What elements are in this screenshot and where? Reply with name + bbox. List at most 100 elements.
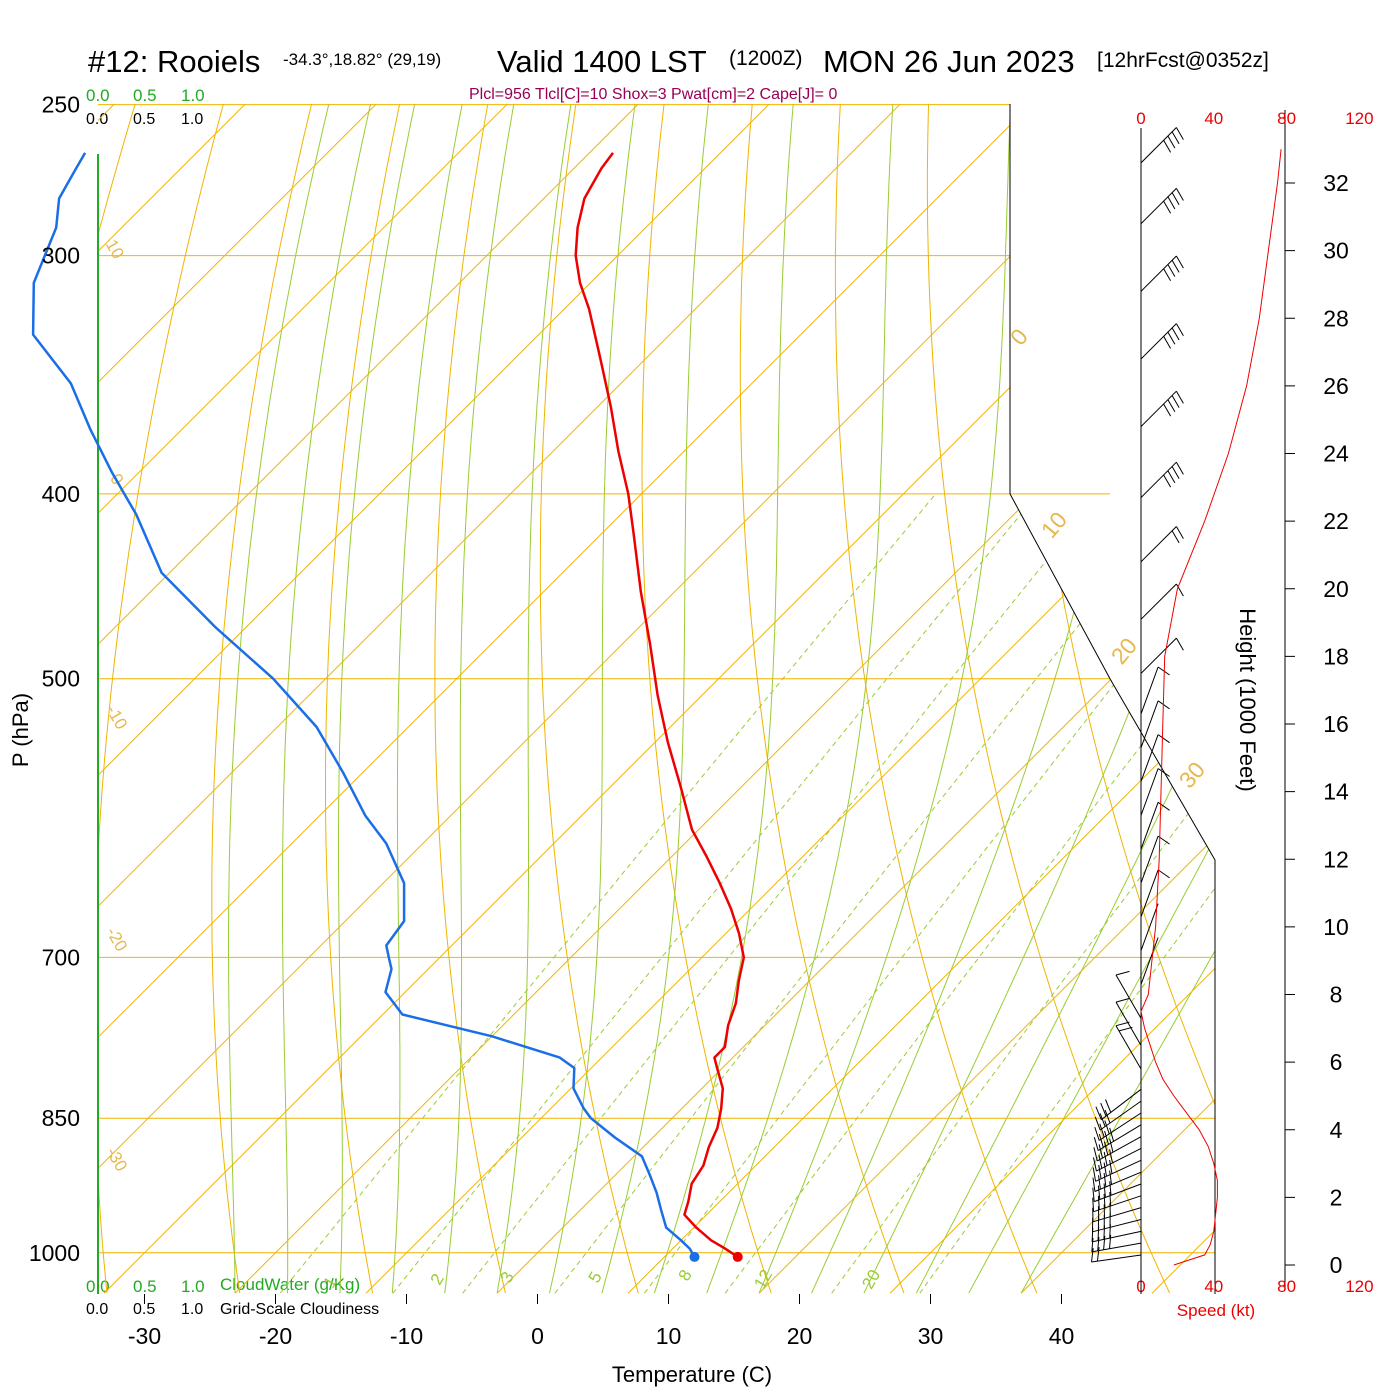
moist-adiabat — [496, 104, 577, 1294]
height-tick-label: 30 — [1323, 238, 1349, 264]
isotherm — [1151, 104, 1215, 1294]
wind-barb — [1140, 526, 1184, 563]
moist-adiabat — [338, 104, 423, 1294]
moist-adiabat — [281, 104, 379, 1294]
wind-barb — [1093, 1136, 1142, 1162]
moist-adiabat — [653, 104, 797, 1294]
speed-tick-label-bottom: 40 — [1204, 1277, 1223, 1296]
isotherm — [365, 104, 1215, 1294]
temperature-tick-label: 10 — [656, 1323, 682, 1349]
dewpoint-trace — [31, 152, 696, 1258]
mixing-ratio-line — [279, 493, 936, 1294]
top-cloud-scale: 0.0 0.5 1.0 0.0 0.5 1.0 — [86, 86, 205, 128]
barb-feather — [1103, 1151, 1108, 1166]
temperature-trace — [574, 152, 746, 1258]
isotherm — [98, 104, 672, 1294]
wind-barb — [1140, 666, 1170, 715]
x-axis-title: Temperature (C) — [612, 1362, 772, 1387]
dry-adiabat — [434, 104, 506, 1294]
barb-staff — [1140, 583, 1177, 620]
wind-barb — [1140, 323, 1184, 360]
barb-feather — [1098, 1144, 1103, 1159]
speed-profile-line — [1140, 149, 1282, 1266]
speed-tick-label-bottom: 80 — [1277, 1277, 1296, 1296]
height-tick-label: 4 — [1330, 1117, 1343, 1143]
barb-feather — [1171, 466, 1180, 479]
barb-feather — [1175, 255, 1184, 269]
moist-adiabat — [228, 104, 338, 1294]
barb-feather — [1115, 997, 1130, 1003]
barb-staff — [1095, 1159, 1142, 1182]
wind-barb — [1140, 461, 1184, 498]
speed-axis-title: Speed (kt) — [1177, 1301, 1255, 1320]
isotherm-label: 20 — [1106, 633, 1142, 669]
barb-feather — [1097, 1195, 1100, 1210]
barb-staff — [1140, 734, 1159, 782]
height-tick-label: 18 — [1323, 643, 1349, 669]
barb-feather — [1109, 1234, 1112, 1249]
barb-feather — [1109, 1191, 1112, 1207]
dry-adiabat — [641, 104, 772, 1294]
barb-feather — [1104, 1120, 1110, 1134]
mixing-ratio-label: 5 — [585, 1268, 606, 1286]
bottom-cloudiness-tick: 0.0 — [86, 1301, 108, 1318]
mixing-ratio-line — [831, 493, 1215, 1294]
barb-staff — [1115, 974, 1142, 1019]
top-water-tick: 1.0 — [181, 86, 205, 105]
barb-feather — [1105, 1099, 1112, 1113]
barb-feather — [1171, 192, 1180, 205]
zulu-time: (1200Z) — [729, 47, 803, 70]
barb-feather — [1115, 1021, 1130, 1027]
wind-barb — [1093, 1124, 1142, 1152]
barb-staff — [1140, 526, 1177, 563]
isotherm — [98, 104, 410, 1294]
wind-barb — [1092, 1170, 1142, 1192]
moist-adiabat — [549, 104, 641, 1294]
moist-adiabat — [811, 104, 1150, 1294]
barb-feather — [1175, 583, 1184, 597]
barb-feather — [1098, 1133, 1104, 1148]
top-cloudiness-tick: 1.0 — [181, 111, 203, 128]
barb-feather — [1093, 1157, 1097, 1172]
wind-barb — [1140, 700, 1170, 748]
barb-feather — [1092, 1187, 1095, 1202]
moist-adiabat — [706, 104, 896, 1294]
barb-staff — [1100, 1088, 1142, 1121]
barb-staff — [1140, 461, 1177, 498]
barb-feather — [1103, 1162, 1107, 1177]
height-tick-label: 22 — [1323, 508, 1349, 534]
barb-staff — [1097, 1124, 1142, 1152]
wind-barb — [1094, 1112, 1142, 1141]
barb-feather — [1104, 1109, 1111, 1124]
wind-barb — [1140, 188, 1184, 225]
barb-feather — [1157, 869, 1170, 879]
barb-feather — [1171, 395, 1180, 408]
barb-feather — [1093, 1147, 1098, 1162]
temperature-tick-label: -30 — [128, 1323, 161, 1349]
moist-adiabat-lines — [228, 104, 1215, 1294]
height-tick-label: 12 — [1323, 846, 1349, 872]
barb-staff — [1096, 1148, 1142, 1172]
barb-feather — [1109, 1149, 1113, 1164]
mixing-ratio-label: 12 — [750, 1266, 776, 1292]
height-tick-label: 24 — [1323, 441, 1349, 467]
bottom-cloudiness-tick: 1.0 — [181, 1301, 203, 1318]
temperature-tick-label: -20 — [259, 1323, 292, 1349]
barb-feather — [1157, 768, 1170, 777]
barb-feather — [1097, 1236, 1100, 1251]
top-water-tick: 0.5 — [133, 86, 157, 105]
barb-staff — [1140, 127, 1177, 164]
dry-adiabat — [926, 104, 1171, 1294]
barb-feather — [1099, 1123, 1105, 1138]
height-tick-label: 6 — [1330, 1049, 1343, 1075]
top-water-tick: 0.0 — [86, 86, 110, 105]
height-axis-title: Height (1000 Feet) — [1235, 608, 1260, 791]
barb-feather — [1100, 1102, 1107, 1117]
pressure-tick-label: 500 — [42, 666, 80, 692]
cloudwater-label: CloudWater (g/Kg) — [220, 1275, 360, 1294]
wind-barb — [1140, 768, 1170, 816]
wind-barb — [1140, 734, 1170, 782]
dry-adiabat-lines — [98, 104, 1215, 1294]
barb-feather — [1163, 200, 1172, 214]
barb-staff — [1099, 1100, 1142, 1131]
